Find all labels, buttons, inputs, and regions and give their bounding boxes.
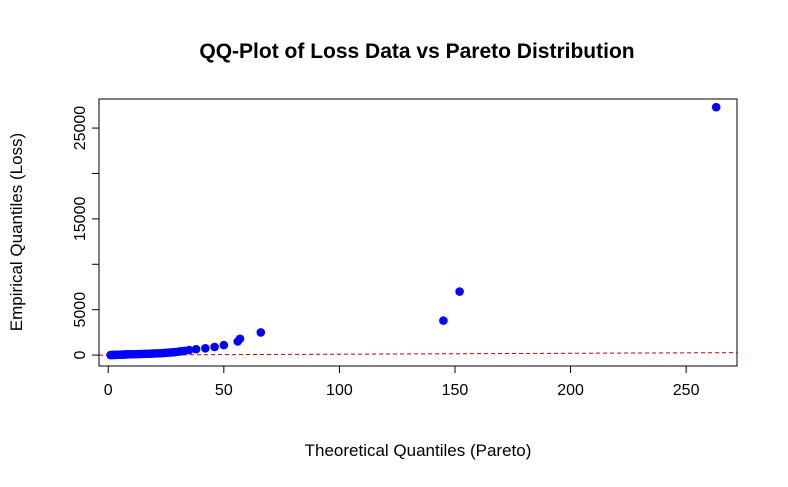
x-tick-label: 100 [326,382,353,399]
y-axis-label: Empirical Quantiles (Loss) [7,133,26,331]
data-point [191,344,201,354]
x-tick-label: 250 [673,382,700,399]
y-tick-label: 0 [72,351,89,360]
data-point [219,340,229,350]
data-point [184,345,194,355]
x-tick-label: 50 [215,382,233,399]
data-point [256,328,266,337]
data-point [711,102,721,112]
data-point [455,287,464,296]
x-axis-label: Theoretical Quantiles (Pareto) [305,441,532,460]
reference-line [98,352,738,356]
data-point [201,343,210,353]
data-points [106,102,721,360]
x-tick-label: 200 [557,382,584,399]
data-point [235,334,245,344]
y-tick-label: 5000 [72,292,89,328]
x-tick-label: 0 [104,382,113,399]
y-tick-label: 25000 [72,106,89,151]
chart-title: QQ-Plot of Loss Data vs Pareto Distribut… [199,40,634,63]
data-point [439,316,448,325]
x-tick-label: 150 [442,382,469,399]
y-tick-label: 15000 [72,197,89,242]
y-axis: 0 5000 15000 25000 [72,106,100,360]
data-point [210,342,219,352]
x-axis: 0 50 100 150 200 250 [104,365,700,399]
plot-frame [98,98,738,367]
